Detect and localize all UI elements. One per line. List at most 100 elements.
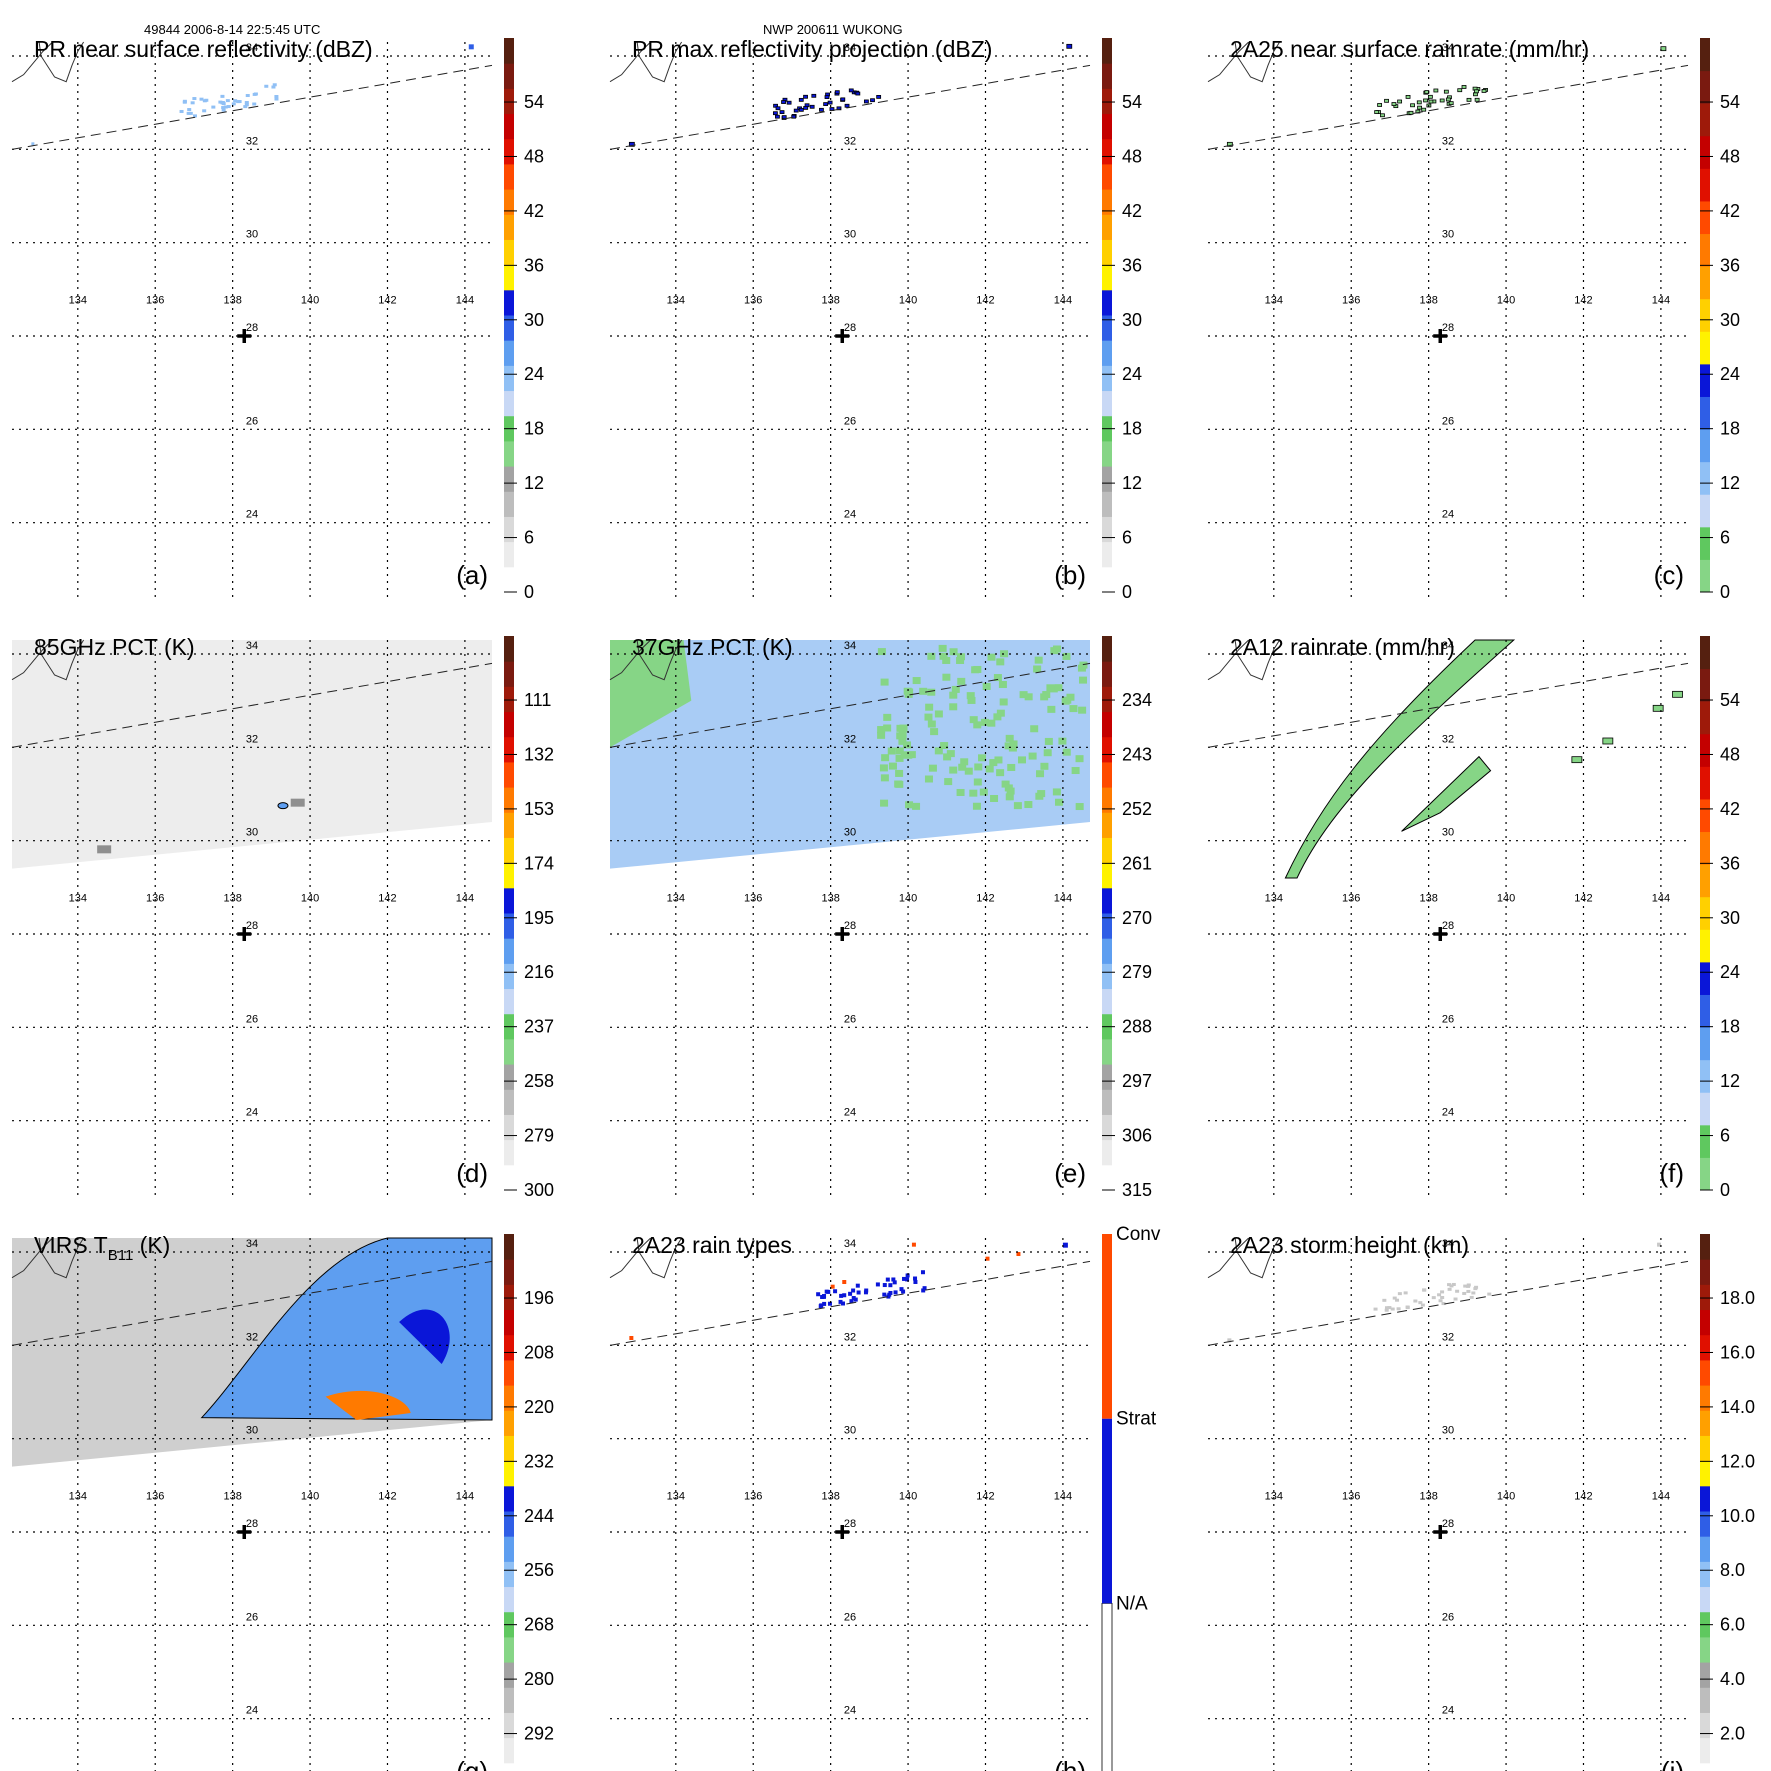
colorbar-swatch-16 [504, 1359, 514, 1386]
rain-pixel-5-3 [1672, 690, 1683, 698]
colorbar-swatch-11 [1700, 1485, 1710, 1512]
colorbar-swatch-13 [1102, 239, 1112, 266]
rain-pixel-5-2 [1652, 704, 1664, 712]
panel-label-g: (g) [456, 1756, 488, 1771]
colorbar-swatch-7 [1102, 390, 1112, 417]
panel-label-e: (e) [1054, 1158, 1086, 1188]
pct-land-pixel-40 [999, 698, 1008, 706]
colorbar-swatch-13 [1102, 837, 1112, 864]
colorbar-swatch-12 [1700, 1460, 1710, 1487]
rain-pixel-7-22 [882, 1283, 887, 1288]
rain-pixel-0-11 [272, 83, 277, 87]
pct-land-pixel-35 [990, 794, 999, 802]
lat-tick-label-6-4: 32 [246, 1331, 258, 1343]
colorbar-swatch-13 [504, 837, 514, 864]
rain-pixel-8-1 [1227, 1338, 1232, 1343]
colorbar-swatch-16 [1700, 38, 1710, 72]
pct-land-pixel-68 [942, 673, 951, 681]
colorbar-swatch-14 [1102, 214, 1112, 240]
colorbar-swatch-2 [1700, 1712, 1710, 1739]
pct-land-pixel-135 [1036, 770, 1045, 778]
colorbar-swatch-19 [1700, 1284, 1710, 1311]
colorbar-swatch-18 [504, 1309, 514, 1336]
colorbar-swatch-18 [1700, 1309, 1710, 1336]
rain-pixel-0-19 [190, 101, 195, 105]
pct-land-pixel-9 [895, 769, 904, 777]
pct-land-pixel-106 [1009, 740, 1018, 748]
panel-label-d: (d) [456, 1158, 488, 1188]
coastline-5-2 [1234, 639, 1281, 681]
rain-pixel-8-3 [1437, 1293, 1442, 1297]
lat-tick-label-3-5: 34 [246, 640, 258, 652]
colorbar-swatch-0 [504, 1762, 514, 1771]
pct-land-pixel-34 [1047, 705, 1056, 713]
rain-pixel-7-17 [856, 1290, 861, 1295]
panel-label-c: (c) [1654, 560, 1684, 590]
pct-land-pixel-30 [1062, 748, 1071, 756]
lon-tick-label-2-3: 140 [1497, 294, 1515, 306]
rain-pixel-7-23 [833, 1289, 838, 1294]
pct-land-pixel-42 [877, 726, 886, 734]
colorbar-tick-label-6: 36 [1720, 853, 1740, 873]
colorbar-swatch-8 [1102, 365, 1112, 392]
colorbar-tick-label-9: 54 [1122, 92, 1142, 112]
colorbar-swatch-2 [504, 1712, 514, 1739]
panel-title-h: 2A23 rain types [632, 1232, 792, 1258]
pct-land-pixel-55 [939, 652, 948, 660]
rain-pixel-8-37 [1438, 1299, 1443, 1303]
rain-pixel-1-0 [1066, 43, 1073, 49]
rain-pixel-2-36 [1423, 98, 1428, 103]
rain-pixel-7-5 [629, 1336, 634, 1340]
colorbar-swatch-2 [504, 516, 514, 543]
colorbar-label-na: N/A [1116, 1593, 1148, 1614]
colorbar-swatch-0 [1102, 566, 1112, 593]
lon-tick-label-3-1: 136 [146, 892, 164, 904]
lat-tick-label-2-3: 30 [1442, 229, 1454, 241]
panel-label-f: (f) [1659, 1158, 1684, 1188]
lon-tick-label-1-1: 136 [744, 294, 762, 306]
rain-pixel-7-36 [822, 1301, 827, 1306]
rain-pixel-8-8 [1441, 1302, 1446, 1306]
colorbar-tick-label-9: 54 [524, 92, 544, 112]
colorbar-tick-label-5: 30 [1720, 310, 1740, 330]
lat-tick-label-6-2: 28 [246, 1518, 258, 1530]
pct-land-pixel-94 [1058, 737, 1067, 745]
pct-land-pixel-8 [1044, 737, 1053, 745]
colorbar-tick-label-5: 30 [524, 310, 544, 330]
lat-tick-label-3-4: 32 [246, 733, 258, 745]
panel-title-subscript-g: B11 [108, 1247, 134, 1264]
rain-pixel-2-1 [1384, 98, 1389, 103]
lat-tick-label-0-2: 28 [246, 322, 258, 334]
rain-pixel-8-19 [1431, 1296, 1436, 1300]
lon-tick-label-3-0: 134 [69, 892, 87, 904]
rain-pixel-7-34 [899, 1287, 904, 1292]
colorbar-swatch-17 [1102, 138, 1112, 165]
colorbar-swatch-strat [1102, 1418, 1112, 1604]
colorbar-tick-label-9: 196 [524, 1288, 554, 1308]
lon-tick-label-3-4: 142 [378, 892, 396, 904]
pct-land-pixel-112 [938, 644, 947, 652]
colorbar-tick-label-5: 30 [1720, 908, 1740, 928]
colorbar-tick-label-1: 6 [524, 528, 534, 548]
lat-tick-label-7-3: 30 [844, 1425, 856, 1437]
rain-pixel-0-21 [182, 99, 187, 103]
lon-tick-label-7-0: 134 [667, 1490, 685, 1502]
colorbar-swatch-15 [1700, 668, 1710, 702]
colorbar-tick-label-8: 48 [524, 146, 544, 166]
lon-tick-label-5-4: 142 [1574, 892, 1592, 904]
colorbar-swatch-21 [504, 38, 514, 64]
lat-tick-label-8-1: 26 [1442, 1611, 1454, 1623]
rain-pixel-1-5 [772, 111, 778, 116]
colorbar-swatch-10 [1700, 233, 1710, 267]
colorbar-swatch-16 [504, 163, 514, 190]
storm-center-marker-5 [1433, 927, 1448, 941]
rain-pixel-7-1 [842, 1280, 847, 1284]
lat-tick-label-0-5: 34 [246, 42, 258, 54]
pct-land-pixel-54 [1008, 744, 1017, 752]
coastline-8-2 [1234, 1237, 1281, 1279]
colorbar-swatch-21 [1102, 38, 1112, 64]
lat-tick-label-5-2: 28 [1442, 920, 1454, 932]
pct-land-pixel-130 [958, 763, 967, 771]
lon-tick-label-6-0: 134 [69, 1490, 87, 1502]
colorbar-tick-label-7: 42 [1720, 799, 1740, 819]
